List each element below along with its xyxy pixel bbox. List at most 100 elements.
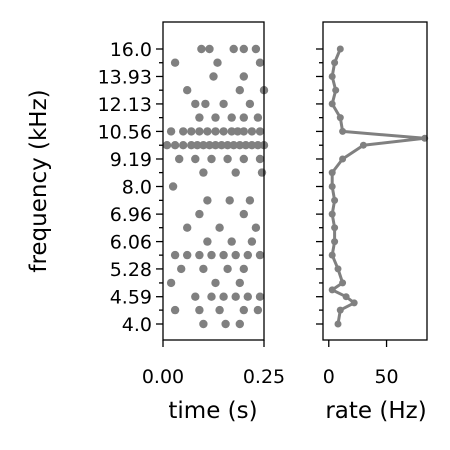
rate-point <box>339 127 347 135</box>
rate-point <box>331 238 339 246</box>
spike-dot <box>239 72 248 81</box>
spike-dot <box>179 141 188 150</box>
spike-dot <box>166 278 176 288</box>
rate-xlabel: rate (Hz) <box>325 398 426 424</box>
rate-xtick-label: 0 <box>323 366 335 388</box>
spike-dot <box>245 196 255 205</box>
spike-dot <box>223 141 232 150</box>
spike-dot <box>199 319 208 329</box>
spike-dot <box>207 250 216 260</box>
spike-dot <box>241 141 250 150</box>
spike-dot <box>255 154 265 164</box>
spike-dot <box>255 250 265 260</box>
spike-dot <box>215 305 224 315</box>
spike-dot <box>213 58 222 67</box>
spike-dot <box>170 58 180 67</box>
raster-ytick-label: 5.28 <box>110 259 152 281</box>
rate-point <box>339 279 347 287</box>
rate-point <box>331 59 339 67</box>
spike-dot <box>201 99 210 109</box>
rate-frame <box>322 21 428 341</box>
raster-xtick-label: 0.00 <box>142 366 184 388</box>
spike-dot <box>183 250 192 260</box>
rate-xtick-label: 50 <box>374 366 398 388</box>
rate-point <box>336 114 344 122</box>
raster-frame <box>162 21 265 341</box>
spike-dot <box>195 250 204 260</box>
spike-dot <box>199 168 208 177</box>
spike-dot <box>251 44 261 54</box>
spike-dot <box>195 305 204 315</box>
rate-point <box>359 141 367 149</box>
spike-dot <box>245 99 255 109</box>
spike-dot <box>223 264 232 274</box>
rate-point <box>331 224 339 232</box>
spike-dot <box>177 264 186 274</box>
spike-dot <box>191 154 200 164</box>
spike-dot <box>235 141 244 150</box>
rate-point <box>339 155 347 163</box>
rate-point <box>328 251 336 259</box>
spike-dot <box>239 127 248 136</box>
spike-dot <box>162 141 172 150</box>
rate-dots <box>328 45 429 328</box>
rate-yticks <box>316 48 323 325</box>
spike-dot <box>205 141 214 150</box>
rate-point <box>328 100 336 108</box>
spike-dot <box>243 292 252 301</box>
spike-dot <box>197 44 206 54</box>
spike-dot <box>211 141 220 150</box>
spike-dot <box>235 86 244 95</box>
spike-dot <box>207 154 216 164</box>
raster-xticks: 0.00 0.25 <box>142 340 285 388</box>
spike-dot <box>239 44 248 54</box>
spike-dot <box>170 141 180 150</box>
rate-point <box>328 73 336 80</box>
spike-dot <box>219 99 228 109</box>
spike-dot <box>187 127 196 136</box>
spike-dot <box>187 141 196 150</box>
spike-dot <box>223 154 232 164</box>
rate-point <box>342 293 350 301</box>
spike-dot <box>219 250 228 260</box>
raster-ytick-label: 12.13 <box>98 94 152 116</box>
spike-dot <box>239 154 248 164</box>
spike-dot <box>235 319 244 329</box>
spike-dot <box>170 250 180 260</box>
rate-point <box>334 320 342 328</box>
raster-ytick-label: 6.06 <box>110 232 152 254</box>
spike-dot <box>247 127 257 136</box>
spike-dot <box>183 86 192 95</box>
spike-dot <box>255 127 265 136</box>
rate-point <box>332 86 340 94</box>
raster-yticks: 4.0 4.59 5.28 6.06 6.96 8.0 9.19 10.56 12.13 13.9… <box>98 39 163 336</box>
raster-ytick-label: 8.0 <box>122 177 152 199</box>
spike-dot <box>219 292 228 301</box>
spike-dot <box>215 223 224 232</box>
spike-dot <box>253 305 263 315</box>
spike-dot <box>243 250 252 260</box>
spike-dot <box>227 127 236 136</box>
spike-dot <box>231 292 240 301</box>
raster-ytick-label: 13.93 <box>98 66 152 88</box>
spike-dot <box>231 250 240 260</box>
spike-dot <box>239 305 248 315</box>
spike-dot <box>231 168 240 177</box>
raster-ytick-label: 16.0 <box>110 39 152 61</box>
raster-ytick-label: 9.19 <box>110 149 152 171</box>
spike-dot <box>255 292 265 301</box>
spike-dot <box>239 113 248 122</box>
rate-point <box>328 183 336 190</box>
rate-point <box>331 196 339 204</box>
raster-xtick-label: 0.25 <box>243 366 285 388</box>
spike-dot <box>227 237 236 246</box>
rate-point <box>336 45 344 53</box>
spike-dot <box>207 292 216 301</box>
raster-xlabel: time (s) <box>168 398 257 424</box>
rate-xticks: 0 50 <box>323 340 399 388</box>
spike-dot <box>227 113 236 122</box>
spike-dot <box>179 127 188 136</box>
spike-dot <box>219 127 228 136</box>
spike-dot <box>191 292 200 301</box>
rate-point <box>336 306 344 314</box>
